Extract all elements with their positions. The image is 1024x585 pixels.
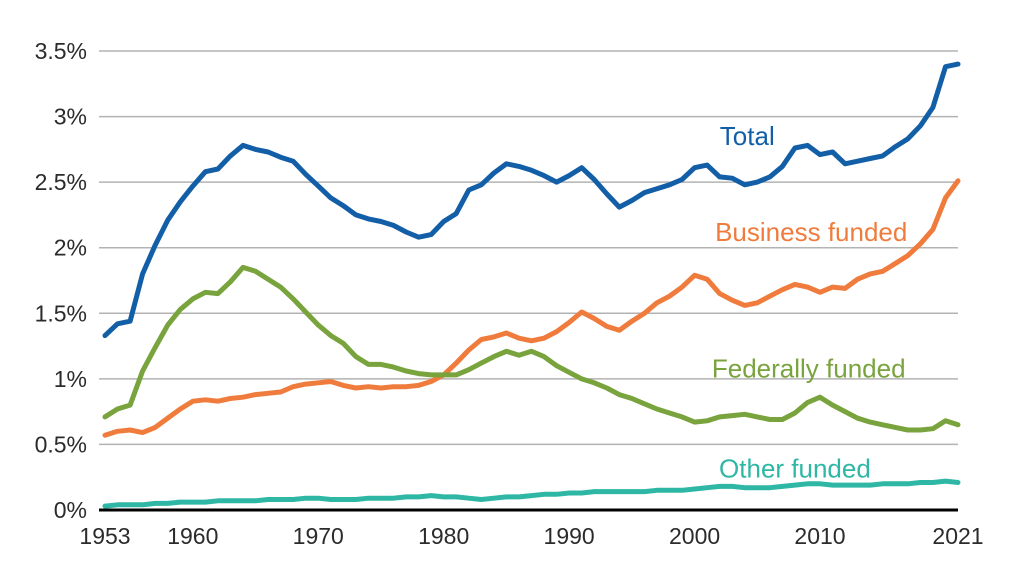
y-tick-label: 0% — [54, 497, 87, 523]
x-tick-label: 1970 — [293, 523, 344, 549]
gridlines-layer — [99, 50, 958, 512]
series-annotations-layer: Total Business funded Federally funded Othe… — [712, 121, 907, 483]
x-tick-label: 2010 — [794, 523, 845, 549]
y-tick-label: 3% — [54, 104, 87, 130]
x-tick-label: 2021 — [932, 523, 983, 549]
x-tick-label: 1953 — [79, 523, 130, 549]
y-tick-label: 2.5% — [35, 169, 87, 195]
x-tick-label: 1960 — [167, 523, 218, 549]
x-tick-label: 1990 — [544, 523, 595, 549]
series-lines-layer — [102, 61, 961, 509]
series-label-other-funded: Other funded — [719, 454, 871, 484]
series-line-other-funded — [102, 478, 961, 509]
series-line-federally-funded — [102, 264, 961, 433]
series-line-total — [102, 61, 961, 339]
y-tick-label: 2% — [54, 235, 87, 261]
x-tick-label: 2000 — [669, 523, 720, 549]
y-tick-label: 0.5% — [35, 431, 87, 457]
y-tick-label: 3.5% — [35, 38, 87, 64]
x-tick-label: 1980 — [418, 523, 469, 549]
y-tick-label: 1% — [54, 366, 87, 392]
series-line-business-funded — [102, 178, 961, 438]
series-label-total: Total — [720, 121, 775, 151]
y-tick-label: 1.5% — [35, 300, 87, 326]
series-label-business-funded: Business funded — [715, 217, 907, 247]
axis-tick-labels-layer: 0% 0.5% 1% 1.5% 2% 2.5% 3% 3.5% 1953 1960 1970 1980… — [35, 38, 984, 549]
series-label-federally-funded: Federally funded — [712, 353, 906, 383]
